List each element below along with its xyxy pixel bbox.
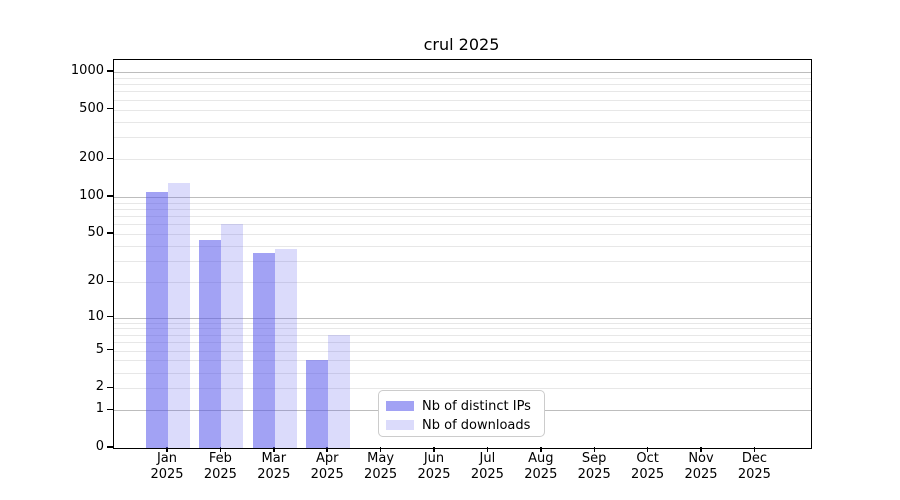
gridline-minor	[114, 202, 811, 204]
gridline-minor	[114, 121, 811, 123]
gridline-minor	[114, 342, 811, 344]
x-tick-label-may: May 2025	[364, 451, 398, 482]
x-tick-mark	[273, 447, 275, 452]
gridline-minor	[114, 77, 811, 79]
x-tick-mark	[593, 447, 595, 452]
x-tick-mark	[753, 447, 756, 452]
y-tick-label: 20	[87, 273, 104, 289]
y-tick-mark	[107, 446, 113, 448]
gridline-minor	[114, 224, 811, 226]
y-tick-mark	[107, 195, 113, 197]
gridline-minor	[114, 99, 811, 101]
gridline-minor	[114, 245, 811, 247]
bar-downloads-mar	[274, 248, 297, 448]
legend-swatch-downloads-icon	[386, 420, 414, 430]
y-tick-mark	[107, 315, 113, 318]
gridline-major	[114, 317, 811, 319]
gridline-minor	[114, 322, 811, 324]
legend: Nb of distinct IPs Nb of downloads	[378, 390, 545, 437]
bar-downloads-feb	[221, 224, 244, 448]
y-tick-label: 0	[95, 439, 104, 454]
legend-item-downloads: Nb of downloads	[386, 417, 536, 433]
x-tick-mark	[646, 447, 649, 452]
y-tick-label: 10	[87, 308, 104, 324]
gridline-minor	[114, 91, 811, 93]
y-tick-label: 50	[87, 225, 104, 240]
y-tick-mark	[107, 70, 113, 72]
chart-title: crul 2025	[423, 35, 500, 54]
y-tick-label: 5	[95, 341, 104, 357]
gridline-minor	[114, 159, 811, 161]
x-tick-mark	[433, 447, 435, 452]
x-tick-label-jul: Jul 2025	[470, 451, 504, 482]
x-tick-label-apr: Apr 2025	[310, 451, 344, 482]
x-tick-mark	[700, 447, 702, 452]
legend-item-distinct-ips: Nb of distinct IPs	[386, 398, 536, 414]
gridline-minor	[114, 388, 811, 390]
y-tick-mark	[107, 280, 113, 283]
y-tick-mark	[107, 157, 113, 160]
gridline-major	[114, 196, 811, 198]
bar-downloads-jan	[168, 182, 190, 448]
y-tick-label: 100	[79, 187, 104, 203]
x-tick-label-dec: Dec 2025	[737, 451, 771, 482]
gridline-minor	[114, 372, 811, 374]
y-tick-mark	[107, 408, 113, 410]
y-tick-label: 500	[79, 100, 104, 116]
gridline-minor	[114, 216, 811, 217]
legend-swatch-distinct-ips-icon	[386, 401, 414, 411]
x-tick-mark	[326, 447, 328, 452]
x-tick-label-sep: Sep 2025	[577, 451, 611, 482]
gridline-minor	[114, 137, 811, 139]
gridline-minor	[114, 261, 811, 263]
gridline-minor	[114, 109, 811, 111]
x-tick-mark	[166, 447, 168, 452]
gridline-minor	[114, 84, 811, 86]
y-tick-mark	[107, 232, 113, 234]
gridline-minor	[114, 360, 811, 362]
x-tick-label-jun: Jun 2025	[417, 451, 451, 482]
y-tick-mark	[107, 386, 113, 388]
gridline-minor	[114, 350, 811, 352]
y-tick-label: 1	[95, 401, 104, 417]
y-tick-mark	[107, 107, 113, 110]
x-tick-label-mar: Mar 2025	[257, 451, 291, 482]
x-tick-mark	[540, 447, 542, 452]
x-tick-mark	[486, 447, 489, 452]
y-tick-label: 2	[95, 379, 104, 395]
y-tick-mark	[107, 348, 113, 351]
gridline-minor	[114, 328, 811, 330]
bar-distinct-ips-apr	[306, 360, 329, 448]
x-tick-label-aug: Aug 2025	[524, 451, 558, 482]
legend-label-distinct-ips: Nb of distinct IPs	[422, 398, 531, 414]
bar-distinct-ips-jan	[146, 191, 168, 448]
gridline-minor	[114, 282, 811, 284]
y-tick-label: 1000	[70, 63, 104, 78]
x-tick-label-jan: Jan 2025	[150, 451, 184, 482]
bar-distinct-ips-feb	[199, 239, 222, 448]
x-tick-label-feb: Feb 2025	[203, 451, 237, 482]
gridline-major	[114, 72, 811, 74]
x-tick-label-nov: Nov 2025	[684, 451, 718, 482]
bar-distinct-ips-mar	[252, 253, 275, 448]
x-tick-label-oct: Oct 2025	[631, 451, 665, 482]
gridline-minor	[114, 208, 811, 210]
y-tick-label: 200	[79, 150, 104, 166]
x-tick-mark	[219, 447, 222, 452]
bar-downloads-apr	[328, 334, 351, 448]
x-tick-mark	[379, 447, 382, 452]
legend-label-downloads: Nb of downloads	[422, 417, 531, 433]
gridline-minor	[114, 234, 811, 235]
gridline-minor	[114, 334, 811, 336]
